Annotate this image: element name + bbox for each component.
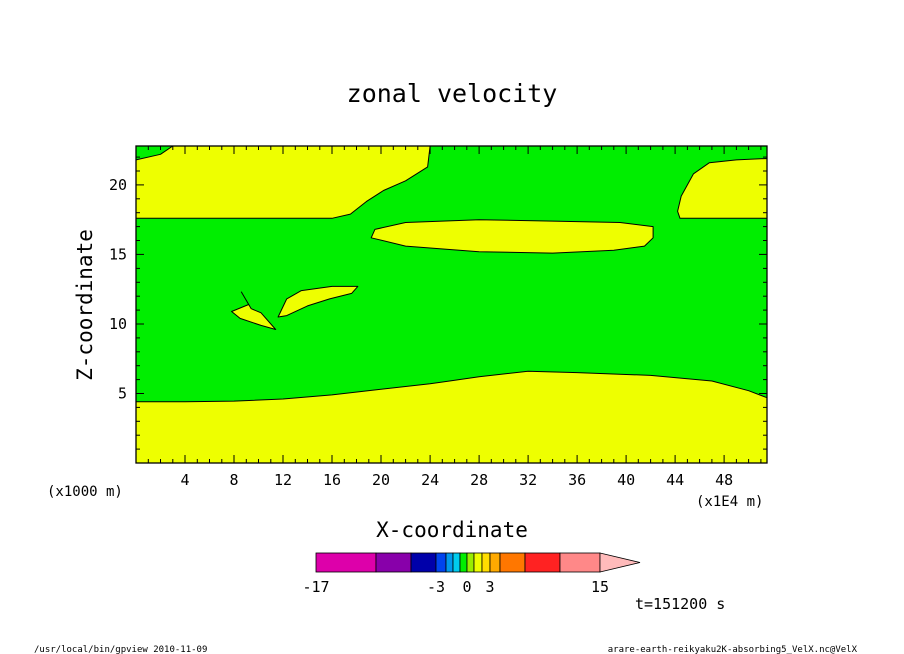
colorbar: -17 -3 0 3 15 [302, 552, 641, 596]
colorbar-segment-1 [375, 552, 412, 573]
x-unit-right-label: (x1E4 m) [696, 494, 763, 510]
contour-region-4 [277, 285, 359, 318]
colorbar-segment-10 [489, 552, 501, 573]
x-tick-label-20: 20 [372, 471, 390, 489]
contour-region-5 [231, 291, 277, 330]
x-tick-label-28: 28 [470, 471, 488, 489]
colorbar-segment-4 [445, 552, 454, 573]
x-tick-label-12: 12 [274, 471, 292, 489]
footer-right: arare-earth-reikyaku2K-absorbing5_VelX.n… [608, 645, 858, 654]
contour-region-0 [135, 370, 768, 464]
colorbar-label--3: -3 [427, 578, 445, 596]
y-tick-label-10: 10 [109, 315, 127, 333]
x-unit-left-label: (x1000 m) [47, 484, 123, 500]
x-tick-label-16: 16 [323, 471, 341, 489]
colorbar-segment-7 [466, 552, 475, 573]
time-label: t=151200 s [635, 595, 725, 613]
colorbar-segment-9 [481, 552, 491, 573]
colorbar-segment-12 [524, 552, 561, 573]
colorbar-segment-3 [435, 552, 447, 573]
plot-frame [135, 145, 768, 464]
colorbar-overflow-triangle [599, 552, 641, 573]
x-tick-label-44: 44 [666, 471, 684, 489]
footer-left: /usr/local/bin/gpview 2010-11-09 [34, 645, 207, 654]
y-tick-label-15: 15 [109, 245, 127, 263]
contour-region-2 [370, 219, 654, 254]
x-tick-label-4: 4 [180, 471, 189, 489]
colorbar-segment-13 [559, 552, 601, 573]
colorbar-segment-6 [459, 552, 468, 573]
y-axis-label: Z-coordinate [73, 229, 97, 381]
colorbar-label-0: 0 [462, 578, 471, 596]
colorbar-label-15: 15 [591, 578, 609, 596]
x-tick-label-24: 24 [421, 471, 439, 489]
x-axis-label: X-coordinate [376, 518, 528, 542]
colorbar-label-3: 3 [485, 578, 494, 596]
x-tick-label-40: 40 [617, 471, 635, 489]
x-tick-label-36: 36 [568, 471, 586, 489]
x-tick-label-48: 48 [715, 471, 733, 489]
contour-region-1 [135, 145, 431, 219]
colorbar-segment-8 [473, 552, 483, 573]
contour-region-3 [677, 158, 768, 219]
x-tick-label-8: 8 [229, 471, 238, 489]
colorbar-segment-5 [452, 552, 461, 573]
y-tick-label-20: 20 [109, 176, 127, 194]
colorbar-segment-11 [499, 552, 526, 573]
colorbar-segment-2 [410, 552, 437, 573]
colorbar-label--17: -17 [302, 578, 329, 596]
y-tick-label-5: 5 [118, 385, 127, 403]
x-tick-label-32: 32 [519, 471, 537, 489]
chart-title: zonal velocity [347, 79, 558, 108]
colorbar-segment-0 [315, 552, 377, 573]
